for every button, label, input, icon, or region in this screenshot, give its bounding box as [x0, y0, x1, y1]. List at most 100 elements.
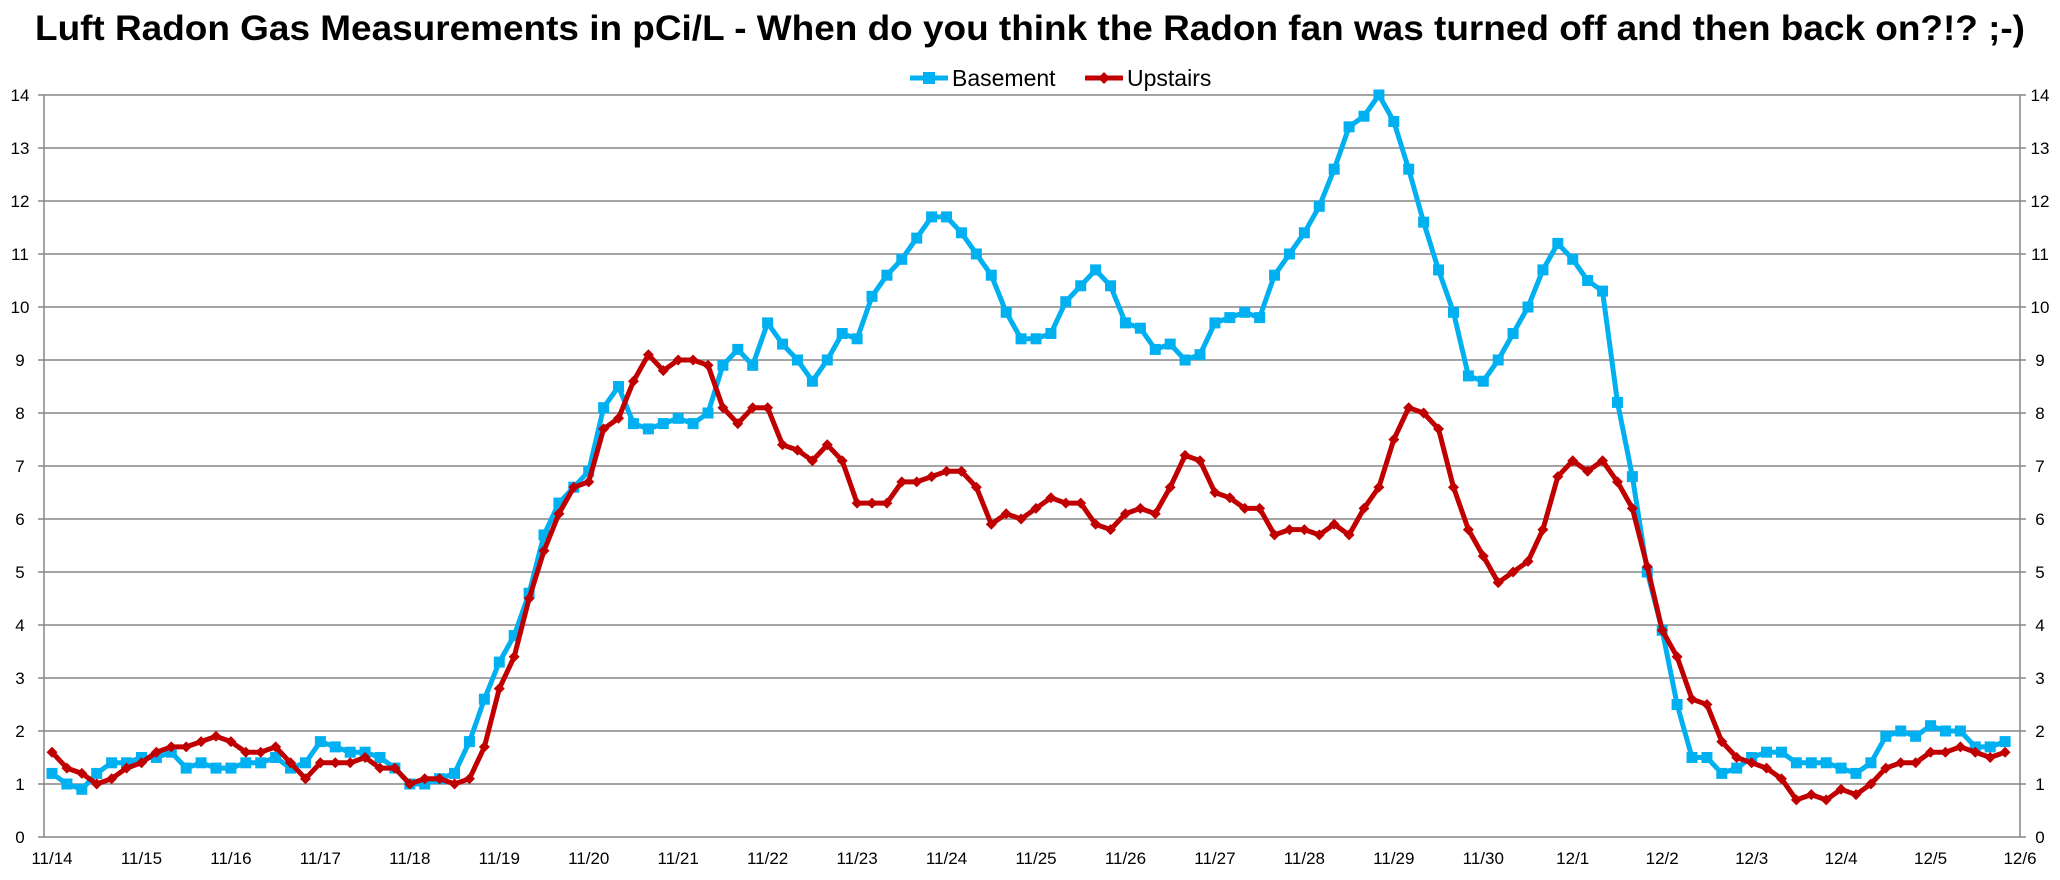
data-point-upstairs: [1134, 502, 1146, 514]
data-point-upstairs: [135, 757, 147, 769]
data-point-upstairs: [106, 773, 118, 785]
data-point-upstairs: [1447, 481, 1459, 493]
data-point-basement: [1343, 121, 1355, 133]
legend-upstairs-label: Upstairs: [1127, 65, 1211, 91]
data-point-upstairs: [1969, 746, 1981, 758]
data-point-upstairs: [1865, 778, 1877, 790]
y-tick-label-right: 1: [2035, 775, 2044, 794]
y-tick-label-right: 5: [2035, 563, 2044, 582]
x-tick-label: 11/26: [1105, 849, 1146, 868]
data-point-upstairs: [1298, 524, 1310, 536]
y-tick-label-left: 6: [15, 510, 24, 529]
data-point-basement: [449, 767, 461, 779]
data-point-basement: [1403, 163, 1415, 175]
data-point-basement: [1298, 227, 1310, 239]
data-point-upstairs: [1597, 455, 1609, 467]
data-point-basement: [1388, 116, 1400, 127]
data-point-upstairs: [1105, 524, 1117, 536]
data-point-basement: [1119, 317, 1131, 329]
data-point-upstairs: [404, 778, 416, 790]
x-tick-label: 12/3: [1735, 849, 1768, 868]
data-point-basement: [1537, 264, 1549, 276]
y-tick-label-right: 3: [2035, 669, 2044, 688]
data-point-upstairs: [821, 439, 833, 451]
data-point-basement: [1060, 296, 1072, 308]
y-tick-label-right: 0: [2035, 828, 2044, 847]
data-point-upstairs: [627, 375, 639, 387]
data-point-basement: [926, 211, 938, 223]
data-point-basement: [240, 757, 252, 769]
data-point-upstairs: [687, 354, 699, 366]
data-point-basement: [195, 757, 207, 769]
data-point-basement: [1597, 285, 1609, 297]
y-tick-label-right: 4: [2035, 616, 2044, 635]
y-tick-label-right: 2: [2035, 722, 2044, 741]
y-tick-label-right: 8: [2035, 404, 2044, 423]
data-point-upstairs: [553, 508, 565, 520]
y-tick-label-right: 9: [2035, 351, 2044, 370]
data-point-basement: [1626, 471, 1638, 483]
data-point-basement: [1000, 306, 1012, 318]
data-point-basement: [1224, 312, 1236, 324]
data-point-basement: [881, 269, 893, 281]
x-tick-label: 11/18: [389, 849, 430, 868]
data-point-upstairs: [121, 762, 133, 774]
data-point-basement: [836, 328, 848, 339]
x-tick-label: 11/27: [1194, 849, 1235, 868]
data-point-upstairs: [270, 741, 282, 753]
x-tick-label: 11/24: [926, 849, 967, 868]
legend-item-basement: Basement: [910, 65, 1056, 91]
data-point-basement: [1433, 264, 1445, 276]
data-point-upstairs: [344, 757, 356, 769]
chart-title: Luft Radon Gas Measurements in pCi/L - W…: [35, 9, 2025, 48]
data-point-basement: [1477, 375, 1489, 387]
data-point-upstairs: [195, 736, 207, 748]
data-point-basement: [329, 741, 341, 753]
y-tick-label-left: 13: [11, 139, 30, 158]
data-point-upstairs: [314, 757, 326, 769]
data-point-upstairs: [1239, 502, 1251, 514]
data-point-basement: [1015, 333, 1027, 345]
data-point-upstairs: [941, 465, 953, 477]
data-point-upstairs: [255, 746, 267, 758]
data-point-basement: [299, 757, 311, 769]
data-point-upstairs: [1537, 524, 1549, 536]
data-point-basement: [1671, 699, 1683, 710]
data-point-basement: [1850, 767, 1862, 779]
data-point-basement: [1880, 730, 1892, 742]
data-point-upstairs: [1925, 746, 1937, 758]
data-point-upstairs: [911, 476, 923, 488]
data-point-upstairs: [329, 757, 341, 769]
data-point-basement: [672, 412, 684, 424]
data-point-upstairs: [210, 730, 222, 742]
data-point-basement: [1045, 328, 1057, 339]
data-point-upstairs: [732, 418, 744, 430]
data-point-basement: [627, 418, 639, 430]
data-point-upstairs: [777, 439, 789, 451]
y-tick-label-right: 6: [2035, 510, 2044, 529]
legend: Basement Upstairs: [910, 65, 1211, 91]
data-point-upstairs: [598, 423, 610, 435]
data-point-basement: [1373, 89, 1385, 101]
data-point-upstairs: [1119, 508, 1131, 520]
data-point-basement: [1522, 301, 1534, 313]
data-point-upstairs: [1224, 492, 1236, 504]
data-point-upstairs: [568, 481, 580, 493]
data-point-upstairs: [1671, 651, 1683, 663]
data-point-upstairs: [1030, 502, 1042, 514]
data-point-basement: [1939, 725, 1951, 737]
x-tick-label: 11/22: [747, 849, 788, 868]
data-point-upstairs: [1477, 550, 1489, 562]
data-point-upstairs: [1269, 529, 1281, 541]
data-point-upstairs: [672, 354, 684, 366]
data-point-upstairs: [508, 651, 520, 663]
x-tick-label: 12/1: [1556, 849, 1589, 868]
data-point-basement: [583, 465, 595, 477]
data-point-basement: [1865, 757, 1877, 769]
data-point-basement: [106, 757, 118, 769]
data-point-upstairs: [1164, 481, 1176, 493]
data-point-basement: [76, 783, 88, 795]
data-point-upstairs: [61, 762, 73, 774]
data-point-basement: [1716, 767, 1728, 779]
data-point-upstairs: [1880, 762, 1892, 774]
